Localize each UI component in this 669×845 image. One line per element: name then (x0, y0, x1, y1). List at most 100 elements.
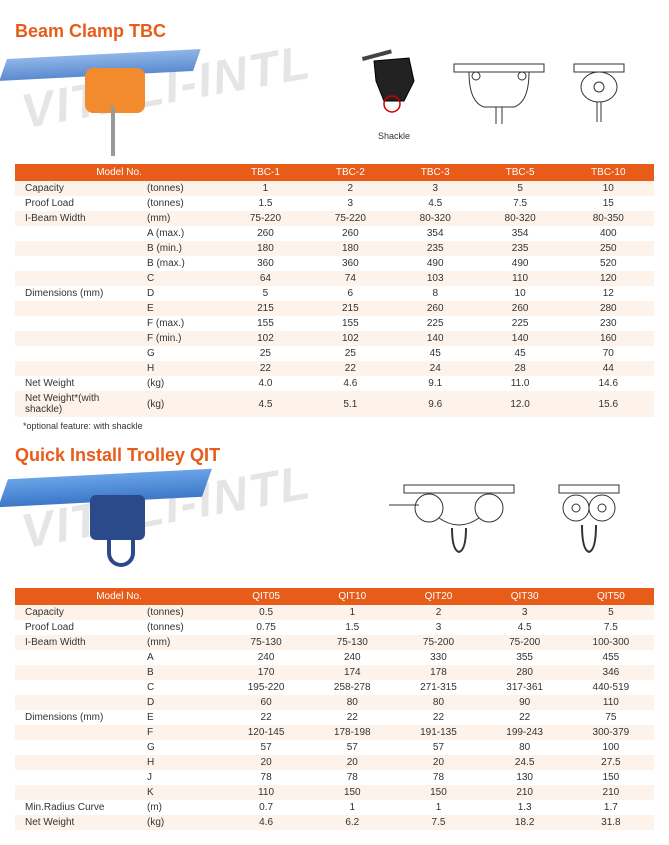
table-row: H2222242844 (15, 361, 654, 376)
table-row: Dimensions (mm)D5681012 (15, 286, 654, 301)
cell: 10 (478, 286, 563, 301)
cell: 4.5 (393, 196, 478, 211)
cell: 5 (568, 605, 654, 620)
row-label (15, 665, 141, 680)
row-unit: H (141, 755, 223, 770)
qit-title: Quick Install Trolley QIT (15, 445, 654, 466)
cell: 260 (393, 301, 478, 316)
cell: 110 (223, 785, 309, 800)
row-unit: (tonnes) (141, 181, 223, 196)
cell: 22 (395, 710, 481, 725)
table-row: Min.Radius Curve(m)0.7111.31.7 (15, 800, 654, 815)
table-row: Net Weight*(with shackle)(kg)4.55.19.612… (15, 391, 654, 417)
cell: 25 (223, 346, 308, 361)
table-row: Capacity(tonnes)123510 (15, 181, 654, 196)
row-label: Dimensions (mm) (15, 286, 141, 301)
row-unit: (tonnes) (141, 605, 223, 620)
row-unit: F (max.) (141, 316, 223, 331)
row-label: Capacity (15, 605, 141, 620)
cell: 150 (309, 785, 395, 800)
cell: 25 (308, 346, 393, 361)
cell: 490 (393, 256, 478, 271)
cell: 80 (395, 695, 481, 710)
cell: 260 (223, 226, 308, 241)
cell: 110 (568, 695, 654, 710)
row-unit: D (141, 695, 223, 710)
tbc-table: Model No. TBC-1 TBC-2 TBC-3 TBC-5 TBC-10… (15, 164, 654, 417)
tbc-header-row: Model No. TBC-1 TBC-2 TBC-3 TBC-5 TBC-10 (15, 164, 654, 181)
row-label (15, 725, 141, 740)
table-row: Proof Load(tonnes)0.751.534.57.5 (15, 620, 654, 635)
cell: 170 (223, 665, 309, 680)
tbc-diagram-shackle: Shackle (354, 46, 434, 141)
cell: 80 (309, 695, 395, 710)
cell: 6.2 (309, 815, 395, 830)
table-row: I-Beam Width(mm)75-22075-22080-32080-320… (15, 211, 654, 226)
cell: 230 (563, 316, 654, 331)
qit-model-col: QIT20 (395, 588, 481, 605)
cell: 60 (223, 695, 309, 710)
table-row: A240240330355455 (15, 650, 654, 665)
cell: 78 (223, 770, 309, 785)
row-unit: G (141, 740, 223, 755)
cell: 225 (393, 316, 478, 331)
cell: 195-220 (223, 680, 309, 695)
cell: 400 (563, 226, 654, 241)
row-label (15, 785, 141, 800)
row-label: Net Weight (15, 376, 141, 391)
cell: 102 (308, 331, 393, 346)
row-unit: (kg) (141, 815, 223, 830)
cell: 100 (568, 740, 654, 755)
cell: 1.3 (482, 800, 568, 815)
row-unit: B (max.) (141, 256, 223, 271)
qit-header-row: Model No. QIT05 QIT10 QIT20 QIT30 QIT50 (15, 588, 654, 605)
row-unit: E (141, 301, 223, 316)
table-row: B170174178280346 (15, 665, 654, 680)
row-label (15, 226, 141, 241)
table-row: H20202024.527.5 (15, 755, 654, 770)
table-row: J787878130150 (15, 770, 654, 785)
row-unit: (m) (141, 800, 223, 815)
tbc-model-col: TBC-5 (478, 164, 563, 181)
table-row: D60808090110 (15, 695, 654, 710)
row-unit: F (min.) (141, 331, 223, 346)
cell: 80-350 (563, 211, 654, 226)
row-label: Capacity (15, 181, 141, 196)
cell: 1.5 (309, 620, 395, 635)
cell: 75 (568, 710, 654, 725)
cell: 130 (482, 770, 568, 785)
qit-photo (15, 470, 215, 580)
cell: 240 (223, 650, 309, 665)
row-unit: K (141, 785, 223, 800)
table-row: Net Weight(kg)4.04.69.111.014.6 (15, 376, 654, 391)
cell: 120 (563, 271, 654, 286)
row-label (15, 361, 141, 376)
table-row: F (max.)155155225225230 (15, 316, 654, 331)
row-label: Proof Load (15, 196, 141, 211)
tbc-diagram-side (564, 52, 634, 135)
row-unit: (mm) (141, 211, 223, 226)
cell: 0.75 (223, 620, 309, 635)
table-row: Proof Load(tonnes)1.534.57.515 (15, 196, 654, 211)
cell: 24.5 (482, 755, 568, 770)
cell: 75-130 (223, 635, 309, 650)
table-row: Dimensions (mm)E2222222275 (15, 710, 654, 725)
table-row: A (max.)260260354354400 (15, 226, 654, 241)
cell: 22 (309, 710, 395, 725)
cell: 57 (223, 740, 309, 755)
row-label (15, 740, 141, 755)
cell: 140 (393, 331, 478, 346)
cell: 57 (309, 740, 395, 755)
cell: 75-200 (482, 635, 568, 650)
row-label (15, 650, 141, 665)
cell: 22 (223, 361, 308, 376)
cell: 0.5 (223, 605, 309, 620)
qit-table: Model No. QIT05 QIT10 QIT20 QIT30 QIT50 … (15, 588, 654, 830)
cell: 210 (568, 785, 654, 800)
cell: 3 (393, 181, 478, 196)
table-row: G2525454570 (15, 346, 654, 361)
cell: 354 (393, 226, 478, 241)
cell: 210 (482, 785, 568, 800)
cell: 4.5 (223, 391, 308, 417)
cell: 191-135 (395, 725, 481, 740)
